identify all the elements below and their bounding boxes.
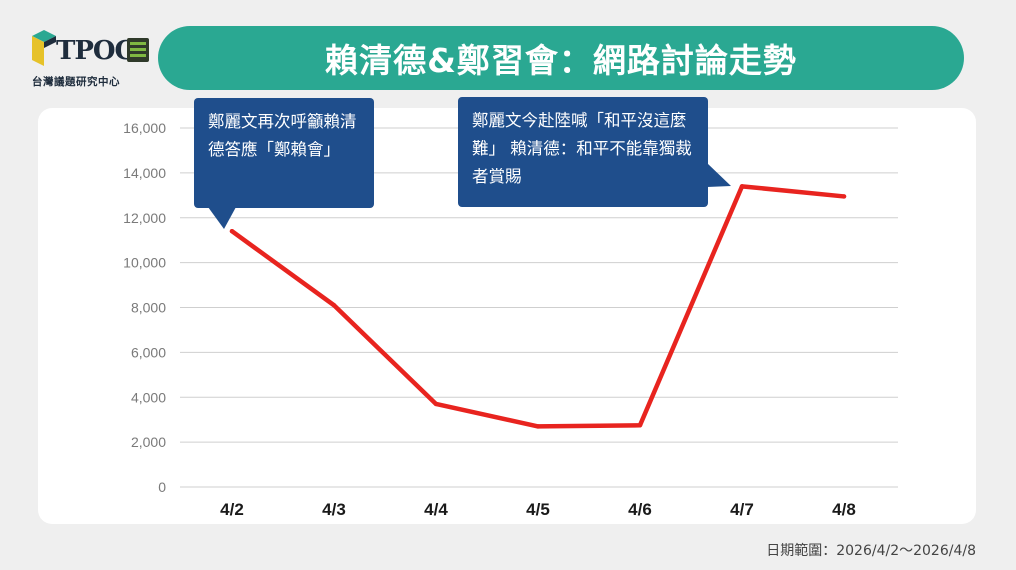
logo-subtitle: 台灣議題研究中心 (32, 76, 120, 88)
logo-wordmark: TPOC (56, 36, 135, 66)
tpoc-logo-mark-icon (32, 30, 56, 66)
data-point (229, 229, 235, 234)
data-point (841, 194, 847, 199)
annotation-callout-4-2: 鄭麗文再次呼籲賴清德答應「鄭賴會」 (194, 98, 374, 208)
annotation-pointer (707, 163, 731, 187)
y-tick-label: 4,000 (131, 389, 166, 405)
annotation-text: 鄭麗文再次呼籲賴清德答應「鄭賴會」 (208, 112, 357, 159)
page-title: 賴清德&鄭習會：網路討論走勢 (325, 41, 797, 80)
data-point (637, 423, 643, 428)
title-banner: 賴清德&鄭習會：網路討論走勢 (158, 26, 964, 90)
x-tick-label: 4/3 (322, 500, 346, 519)
data-point (433, 401, 439, 407)
x-tick-label: 4/2 (220, 500, 244, 519)
tpoc-logo: TPOC 台灣議題研究中心 (30, 24, 150, 90)
annotation-callout-4-7: 鄭麗文今赴陸喊「和平沒這麼難」 賴清德：和平不能靠獨裁者賞賜 (458, 97, 708, 207)
x-tick-label: 4/8 (832, 500, 856, 519)
y-tick-label: 10,000 (123, 255, 166, 271)
logo-chip-icon (127, 38, 149, 62)
y-tick-label: 16,000 (123, 120, 166, 136)
x-tick-label: 4/5 (526, 500, 550, 519)
data-point (739, 184, 745, 189)
annotation-text: 鄭麗文今赴陸喊「和平沒這麼難」 賴清德：和平不能靠獨裁者賞賜 (472, 111, 692, 186)
y-tick-label: 0 (158, 479, 166, 495)
y-tick-label: 8,000 (131, 300, 166, 316)
x-tick-label: 4/6 (628, 500, 652, 519)
data-point (535, 424, 541, 429)
annotation-pointer (208, 207, 236, 229)
x-tick-label: 4/4 (424, 500, 448, 519)
y-tick-label: 12,000 (123, 210, 166, 226)
x-tick-label: 4/7 (730, 500, 754, 519)
y-tick-label: 6,000 (131, 344, 166, 360)
y-tick-label: 14,000 (123, 165, 166, 181)
data-point (331, 303, 337, 308)
date-range-note: 日期範圍：2026/4/2～2026/4/8 (766, 543, 976, 559)
y-tick-label: 2,000 (131, 434, 166, 450)
series-line (229, 184, 847, 429)
